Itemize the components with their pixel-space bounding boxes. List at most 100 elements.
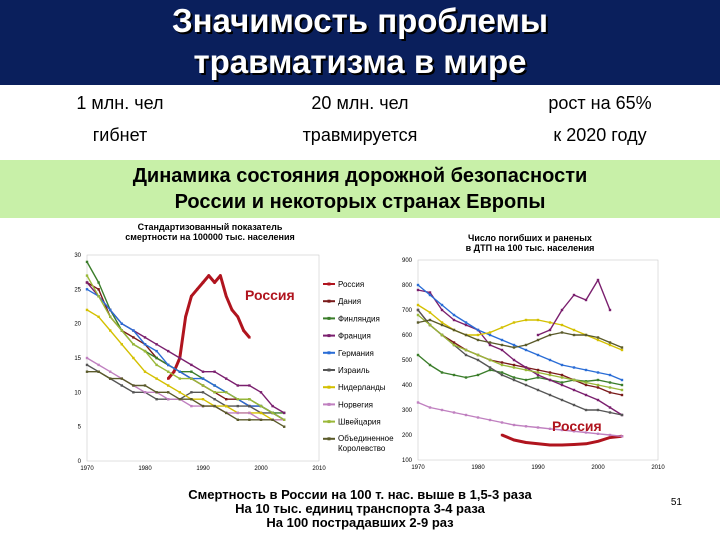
chart-0-series-0-point-12 bbox=[236, 315, 239, 318]
chart-0-series-8-point-6 bbox=[155, 363, 158, 367]
chart-0-series-4-point-6 bbox=[155, 349, 158, 353]
chart-1-series-0-point-3 bbox=[536, 442, 540, 445]
chart-1-series-5-point-0 bbox=[416, 308, 420, 312]
chart-1-series-0-point-2 bbox=[524, 441, 528, 444]
chart-1-series-5-point-17 bbox=[620, 413, 624, 417]
chart-0-xtick-0: 1970 bbox=[80, 466, 94, 472]
chart-0-series-4-point-5 bbox=[143, 343, 147, 346]
chart-0-series-8-point-12 bbox=[225, 391, 228, 394]
chart-1-series-9-point-10 bbox=[536, 338, 540, 342]
chart-0-series-5-point-6 bbox=[155, 398, 158, 401]
legend-marker-7 bbox=[327, 402, 331, 406]
stat-deaths-top: 1 млн. чел bbox=[76, 93, 164, 113]
legend-label-5: Израиль bbox=[338, 366, 370, 375]
chart-1-xtick-0: 1970 bbox=[411, 465, 425, 471]
chart-1-series-10-point-1 bbox=[548, 328, 552, 332]
chart-0-series-4-point-11 bbox=[213, 384, 216, 387]
chart-0-series-0-point-11 bbox=[230, 308, 234, 312]
chart-1-series-5-point-4 bbox=[464, 353, 468, 357]
chart-0-series-9-point-9 bbox=[190, 398, 193, 401]
chart-1-series-8-line bbox=[417, 314, 623, 391]
chart-0-series-4-point-7 bbox=[167, 363, 170, 367]
chart-0-title-line-1: Стандартизованный показатель bbox=[138, 222, 283, 232]
chart-0-series-9-point-13 bbox=[236, 418, 239, 421]
chart-1-series-3-point-6 bbox=[488, 343, 492, 347]
chart-1-series-5-point-10 bbox=[536, 388, 540, 392]
chart-1-series-7-point-1 bbox=[428, 406, 432, 409]
chart-0-series-3-point-9 bbox=[190, 363, 193, 367]
chart-1-series-9-point-6 bbox=[488, 341, 492, 344]
legend-label-8: Швейцария bbox=[338, 418, 381, 427]
chart-0-series-1-point-4 bbox=[132, 336, 135, 339]
chart-0-series-5-point-9 bbox=[190, 391, 193, 394]
chart-1-series-6-point-16 bbox=[608, 343, 612, 347]
chart-0-series-3-point-12 bbox=[225, 377, 228, 380]
chart-0-series-3-point-17 bbox=[283, 411, 286, 415]
chart-0-series-9-point-15 bbox=[259, 418, 263, 421]
chart-0-series-0-point-1 bbox=[172, 370, 176, 373]
chart-1-series-4-point-17 bbox=[620, 378, 624, 382]
chart-1-series-7-point-3 bbox=[452, 411, 456, 414]
chart-1-series-9-point-2 bbox=[440, 323, 444, 327]
chart-1-series-0-point-9 bbox=[608, 436, 612, 439]
section-title-line-1: Динамика состояния дорожной безопасности bbox=[132, 165, 588, 187]
chart-1-series-6-point-11 bbox=[548, 321, 552, 324]
chart-1-series-6-point-15 bbox=[596, 338, 600, 342]
chart-1-series-9-point-3 bbox=[452, 328, 456, 332]
chart-1-series-0-point-4 bbox=[548, 443, 552, 447]
chart-0-series-4-point-4 bbox=[132, 329, 135, 332]
chart-0-series-8-point-9 bbox=[190, 377, 193, 380]
chart-1-series-5-point-6 bbox=[488, 366, 492, 369]
footer bbox=[0, 485, 720, 540]
chart-1-ytick-4: 500 bbox=[402, 358, 413, 364]
chart-1-series-1-line bbox=[417, 309, 623, 396]
chart-1-series-2-point-4 bbox=[464, 376, 468, 379]
chart-1-series-8-point-2 bbox=[440, 333, 444, 337]
chart-1-series-1-point-12 bbox=[560, 373, 564, 377]
chart-0-series-7-point-5 bbox=[143, 391, 147, 394]
chart-1-series-3-point-16 bbox=[608, 406, 612, 409]
chart-1-series-9-point-15 bbox=[596, 336, 600, 339]
chart-1-series-0-point-5 bbox=[560, 443, 564, 447]
chart-1-series-9-point-14 bbox=[584, 333, 588, 337]
legend-marker-3 bbox=[327, 334, 331, 338]
chart-0-series-6-line bbox=[86, 309, 285, 421]
chart-1-series-6-point-6 bbox=[488, 331, 492, 334]
chart-1-series-8-point-13 bbox=[572, 378, 576, 382]
chart-1-series-2-point-8 bbox=[512, 376, 516, 379]
chart-1-series-3-point-7 bbox=[500, 348, 504, 352]
chart-0-xtick-3: 2000 bbox=[254, 466, 268, 472]
legend-marker-0 bbox=[327, 282, 331, 286]
chart-0-ytick-0: 0 bbox=[78, 459, 82, 465]
legend-label-7: Норвегия bbox=[338, 400, 373, 409]
chart-0-ytick-4: 20 bbox=[74, 322, 81, 328]
chart-1-series-8-point-11 bbox=[548, 373, 552, 377]
chart-0-series-3-point-7 bbox=[167, 349, 170, 353]
chart-1-series-6-point-1 bbox=[428, 311, 432, 314]
chart-0-series-9-point-4 bbox=[132, 384, 135, 387]
chart-1-series-10-point-2 bbox=[560, 308, 564, 312]
chart-0-series-9-point-3 bbox=[120, 377, 123, 380]
chart-0-series-7-point-2 bbox=[109, 370, 112, 373]
chart-1-series-0-point-1 bbox=[512, 438, 516, 442]
chart-1-series-5-point-11 bbox=[548, 393, 552, 397]
chart-0-series-3-point-8 bbox=[178, 356, 181, 360]
chart-1-series-3-point-11 bbox=[548, 378, 552, 382]
chart-1-series-3-point-12 bbox=[560, 383, 564, 387]
chart-0-ytick-2: 10 bbox=[74, 390, 81, 396]
chart-0-series-4-point-0 bbox=[85, 288, 89, 291]
chart-1-series-6-point-5 bbox=[476, 333, 480, 337]
chart-0-series-2-point-0 bbox=[85, 260, 89, 264]
chart-0-series-6-point-12 bbox=[225, 404, 228, 408]
chart-1-xtick-4: 2010 bbox=[651, 465, 665, 471]
chart-0-ytick-5: 25 bbox=[74, 287, 81, 293]
chart-1-series-6-point-2 bbox=[440, 321, 444, 324]
chart-1-series-6-point-17 bbox=[620, 348, 624, 352]
chart-0-series-3-point-13 bbox=[236, 384, 239, 387]
chart-0-series-0-point-10 bbox=[225, 295, 228, 298]
chart-1-series-4-point-9 bbox=[524, 348, 528, 352]
chart-1-series-9-point-12 bbox=[560, 331, 564, 334]
chart-1-series-8-point-5 bbox=[476, 353, 480, 357]
chart-1-series-9-point-16 bbox=[608, 341, 612, 344]
chart-0-series-0-point-13 bbox=[242, 329, 245, 332]
